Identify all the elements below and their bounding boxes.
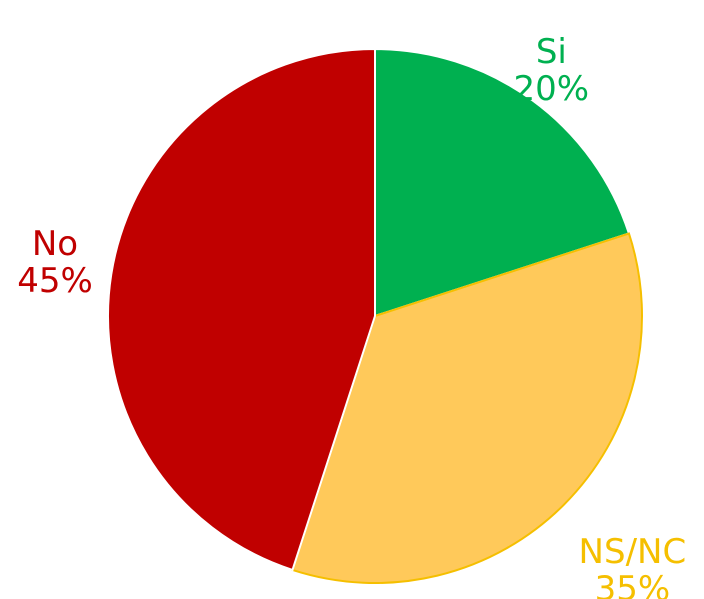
slice-label: NS/NC xyxy=(579,532,687,572)
slice-value-label: 45% xyxy=(17,261,93,301)
slice-value-label: 35% xyxy=(595,569,671,599)
pie-slice xyxy=(291,232,643,584)
slice-label: Si xyxy=(536,32,567,72)
slice-label: No xyxy=(32,224,78,264)
pie-slice xyxy=(374,47,631,318)
pie-slice xyxy=(107,47,376,572)
slice-value-label: 20% xyxy=(514,69,590,109)
